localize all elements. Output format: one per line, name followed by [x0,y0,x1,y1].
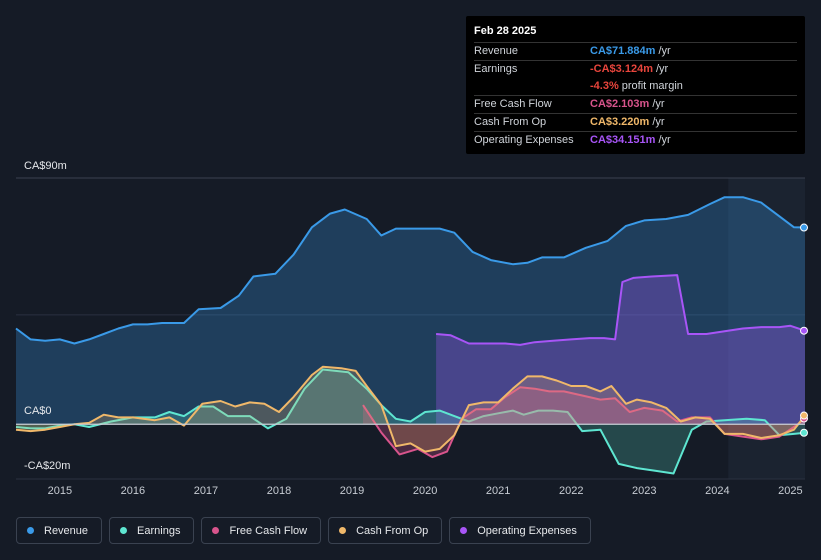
legend-label: Cash From Op [356,524,429,537]
legend-label: Operating Expenses [477,524,577,537]
legend-item-cash-from-op[interactable]: Cash From Op [328,517,443,544]
x-tick-label: 2018 [266,485,292,497]
revenue-line [15,196,806,345]
tooltip-value: -4.3% [590,80,619,92]
tooltip-value: CA$34.151m [590,134,656,146]
x-tick-label: 2025 [778,485,803,497]
x-tick-label: 2017 [193,485,219,497]
legend-label: Free Cash Flow [229,524,308,537]
legend-label: Earnings [137,524,181,537]
tooltip-date: Feb 28 2025 [474,25,797,43]
tooltip-row-opex: Operating Expenses CA$34.151m /yr [474,132,797,149]
x-tick-label: 2022 [558,485,584,497]
tooltip-label: Operating Expenses [474,134,574,146]
x-tick-label: 2021 [485,485,511,497]
tooltip-label: Revenue [474,45,519,57]
x-tick-label: 2016 [120,485,146,497]
tooltip-label: Cash From Op [474,116,547,128]
legend-item-revenue[interactable]: Revenue [16,517,103,544]
cash-from-op-end-marker [800,411,808,420]
tooltip-value: CA$71.884m [590,45,656,57]
legend: Revenue Earnings Free Cash Flow Cash Fro… [16,517,591,544]
legend-dot-icon [339,527,347,534]
operating-expenses-end-marker [800,326,808,335]
tooltip-label [474,78,590,95]
y-label-zero: CA$0 [24,405,52,417]
revenue-area [16,197,805,425]
tooltip-label: Free Cash Flow [474,98,552,110]
tooltip-row-earnings: Earnings -CA$3.124m /yr [474,61,797,78]
tooltip-unit: /yr [658,134,671,146]
earnings-line [15,368,806,475]
operating-expenses-area [436,275,805,425]
legend-item-free-cash-flow[interactable]: Free Cash Flow [201,517,322,544]
free-cash-flow-area [363,387,805,458]
cash-from-op-line [15,365,806,453]
legend-dot-icon [212,527,220,534]
tooltip-value: CA$3.220m [590,116,650,128]
tooltip-row-margin: -4.3% profit margin [474,78,797,96]
tooltip-row-fcf: Free Cash Flow CA$2.103m /yr [474,96,797,114]
operating-expenses-line [436,274,806,346]
y-label-top: CA$90m [24,160,67,172]
tooltip-value: CA$2.103m [590,98,650,110]
tooltip-unit: /yr [652,98,665,110]
tooltip-unit: /yr [655,63,669,75]
x-tick-label: 2020 [412,485,438,497]
x-tick-label: 2024 [705,485,730,497]
earnings-end-marker [800,428,808,437]
x-tick-label: 2023 [632,485,657,497]
tooltip-unit: profit margin [621,80,683,92]
legend-item-operating-expenses[interactable]: Operating Expenses [449,517,591,544]
tooltip-row-cfo: Cash From Op CA$3.220m /yr [474,114,797,132]
tooltip: Feb 28 2025 Revenue CA$71.884m /yr Earni… [466,16,805,154]
tooltip-row-revenue: Revenue CA$71.884m /yr [474,43,797,61]
tooltip-label: Earnings [474,63,518,75]
tooltip-unit: /yr [652,116,665,128]
legend-dot-icon [460,527,468,534]
tooltip-value: -CA$3.124m [590,63,653,75]
x-tick-label: 2015 [47,485,73,497]
x-tick-label: 2019 [339,485,365,497]
legend-item-earnings[interactable]: Earnings [109,517,195,544]
legend-dot-icon [27,527,34,534]
y-label-bottom: -CA$20m [24,460,71,472]
legend-dot-icon [120,527,128,534]
tooltip-unit: /yr [658,45,671,57]
legend-label: Revenue [44,524,89,537]
revenue-end-marker [800,223,808,232]
